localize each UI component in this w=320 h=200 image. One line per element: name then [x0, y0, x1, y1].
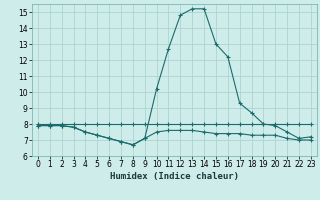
X-axis label: Humidex (Indice chaleur): Humidex (Indice chaleur) [110, 172, 239, 181]
